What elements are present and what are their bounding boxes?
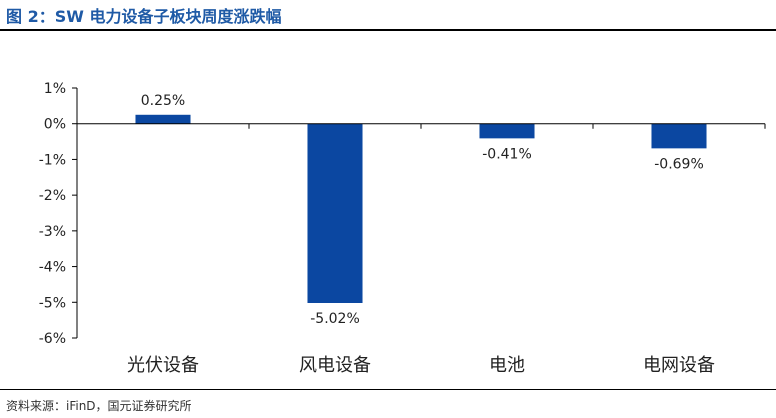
category-label: 光伏设备 [127,355,199,376]
bar [651,123,707,149]
bar [479,123,535,139]
y-axis: 1% 0% -1% -2% -3% -4% -5% -6% [39,81,78,347]
bar-value-label: -0.41% [482,146,532,162]
category-labels: 光伏设备 风电设备 电池 电网设备 [127,355,715,376]
y-tick-label: -1% [39,152,66,168]
y-tick-label: -2% [39,188,66,204]
data-labels: 0.25% -5.02% -0.41% -0.69% [141,93,704,327]
figure-title: 图 2：SW 电力设备子板块周度涨跌幅 [6,7,282,26]
category-label: 风电设备 [299,355,371,376]
y-tick-label: -3% [39,224,66,240]
source-note: 资料来源：iFinD，国元证券研究所 [6,399,192,413]
bar [135,114,191,124]
y-tick-label: -6% [39,331,66,347]
y-tick-label: -5% [39,295,66,311]
y-tick-label: -4% [39,260,66,276]
bars [135,114,707,303]
y-tick-label: 1% [44,81,66,97]
bar-value-label: -0.69% [654,156,704,172]
category-label: 电池 [489,355,525,376]
source-rule [0,389,776,390]
zero-baseline [76,123,766,129]
category-label: 电网设备 [643,355,715,376]
y-tick-label: 0% [44,117,66,133]
bar-value-label: -5.02% [310,311,360,327]
bar [307,123,363,303]
title-rule [0,29,776,31]
bar-value-label: 0.25% [141,93,185,109]
